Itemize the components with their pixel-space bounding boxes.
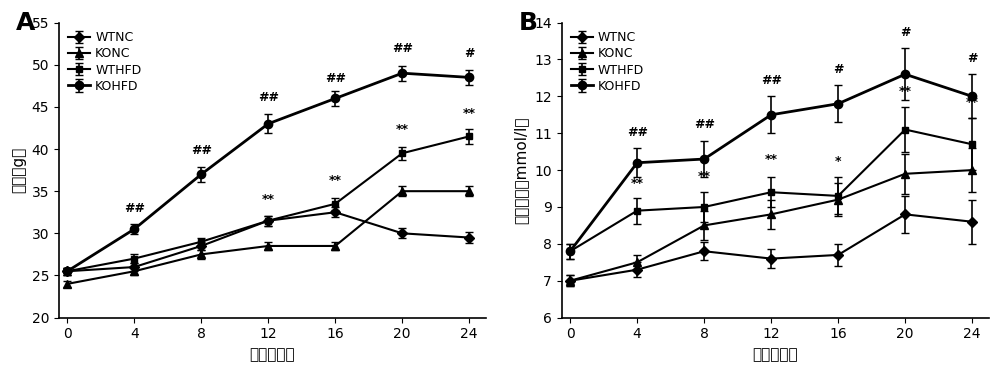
Text: **: **	[396, 123, 409, 137]
Text: ##: ##	[191, 144, 212, 157]
Text: **: **	[899, 85, 912, 98]
Text: #: #	[967, 52, 977, 65]
Text: ##: ##	[124, 202, 145, 215]
Y-axis label: 空腹血糖（mmol/l）: 空腹血糖（mmol/l）	[514, 116, 529, 224]
Text: **: **	[765, 153, 778, 166]
Text: ##: ##	[325, 72, 346, 85]
Text: **: **	[966, 96, 979, 109]
Text: ##: ##	[761, 74, 782, 87]
Text: *: *	[835, 155, 841, 168]
Legend: WTNC, KONC, WTHFD, KOHFD: WTNC, KONC, WTHFD, KOHFD	[568, 29, 647, 95]
Legend: WTNC, KONC, WTHFD, KOHFD: WTNC, KONC, WTHFD, KOHFD	[65, 29, 144, 95]
X-axis label: 时间（周）: 时间（周）	[753, 347, 798, 362]
Text: **: **	[631, 178, 644, 190]
Text: **: **	[329, 174, 342, 187]
Text: ##: ##	[627, 126, 648, 139]
Text: **: **	[463, 107, 476, 119]
Text: ##: ##	[694, 118, 715, 131]
Text: B: B	[519, 11, 538, 35]
Text: **: **	[262, 192, 275, 206]
Text: ##: ##	[392, 43, 413, 56]
Text: ##: ##	[258, 91, 279, 104]
Text: #: #	[900, 26, 910, 39]
Text: **: **	[698, 170, 711, 183]
Text: #: #	[464, 47, 474, 60]
Text: #: #	[833, 63, 843, 76]
Text: A: A	[16, 11, 36, 35]
X-axis label: 时间（周）: 时间（周）	[250, 347, 295, 362]
Y-axis label: 体重（g）: 体重（g）	[11, 147, 26, 193]
